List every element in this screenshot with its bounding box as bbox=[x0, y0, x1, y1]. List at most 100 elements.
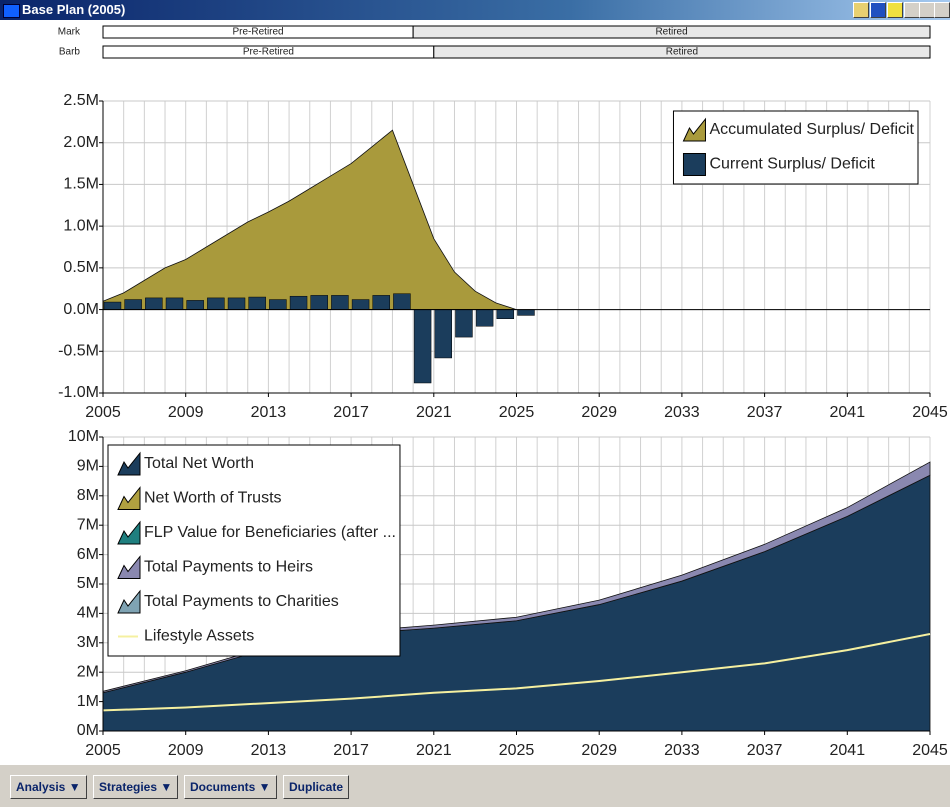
menu-button[interactable]: Documents ▼ bbox=[184, 775, 277, 799]
timeline-label: Retired bbox=[666, 47, 698, 58]
y-tick-label: -0.5M bbox=[58, 343, 99, 360]
bar bbox=[351, 299, 370, 310]
x-tick-label: 2013 bbox=[251, 404, 287, 421]
x-tick-label: 2033 bbox=[664, 742, 700, 759]
x-tick-label: 2041 bbox=[830, 742, 866, 759]
bar bbox=[124, 299, 142, 310]
bar bbox=[165, 297, 184, 310]
y-tick-label: 2.0M bbox=[63, 134, 99, 151]
bar bbox=[372, 295, 390, 310]
y-tick-label: 4M bbox=[77, 605, 99, 622]
bar bbox=[496, 309, 515, 319]
x-tick-label: 2037 bbox=[747, 404, 783, 421]
legend: Total Net Worth Net Worth of Trusts FLP Va… bbox=[107, 444, 401, 657]
x-tick-label: 2041 bbox=[830, 404, 866, 421]
x-tick-label: 2021 bbox=[416, 404, 452, 421]
x-tick-label: 2037 bbox=[747, 742, 783, 759]
y-tick-label: -1.0M bbox=[58, 384, 99, 401]
y-tick-label: 1.5M bbox=[63, 176, 99, 193]
y-tick-label: 5M bbox=[77, 575, 99, 592]
legend-swatch bbox=[117, 486, 141, 510]
y-tick-label: 8M bbox=[77, 487, 99, 504]
legend-label: Total Payments to Heirs bbox=[144, 559, 313, 576]
bar bbox=[393, 293, 411, 310]
legend-swatch bbox=[682, 117, 706, 142]
legend-swatch bbox=[117, 451, 141, 476]
bar bbox=[517, 309, 535, 316]
bar bbox=[269, 299, 287, 310]
timeline-segment bbox=[412, 25, 931, 39]
x-tick-label: 2009 bbox=[168, 742, 204, 759]
timeline-name: Barb bbox=[59, 47, 81, 58]
y-tick-label: 1M bbox=[77, 693, 99, 710]
menu-button[interactable]: Strategies ▼ bbox=[93, 775, 179, 799]
timeline-label: Pre-Retired bbox=[232, 27, 283, 38]
bar bbox=[207, 297, 225, 310]
maximize-button[interactable] bbox=[919, 2, 935, 18]
legend-swatch bbox=[117, 520, 141, 545]
x-tick-label: 2021 bbox=[416, 742, 452, 759]
legend-item: Accumulated Surplus/ Deficit bbox=[682, 117, 915, 142]
y-tick-label: 1.0M bbox=[63, 217, 99, 234]
legend-item: Net Worth of Trusts bbox=[117, 486, 282, 510]
help-icon[interactable] bbox=[887, 2, 903, 18]
y-tick-label: 7M bbox=[77, 516, 99, 533]
timeline-label: Retired bbox=[655, 27, 687, 38]
bar bbox=[103, 301, 122, 310]
title-bar: Base Plan (2005) bbox=[0, 0, 950, 20]
legend-label: Net Worth of Trusts bbox=[144, 490, 282, 507]
tool-icon[interactable] bbox=[853, 2, 869, 18]
y-tick-label: 9M bbox=[77, 458, 99, 475]
bar bbox=[227, 297, 246, 310]
bar bbox=[455, 309, 473, 338]
y-tick-label: 0M bbox=[77, 722, 99, 739]
bar bbox=[413, 309, 432, 384]
legend: Accumulated Surplus/ Deficit Current Surp… bbox=[672, 110, 919, 185]
bar bbox=[145, 297, 163, 310]
legend-box bbox=[672, 110, 919, 185]
legend-box bbox=[107, 444, 401, 657]
bar bbox=[475, 309, 494, 327]
bar bbox=[289, 295, 308, 310]
bar bbox=[331, 295, 349, 310]
x-tick-label: 2029 bbox=[581, 742, 617, 759]
menu-button[interactable]: Analysis ▼ bbox=[10, 775, 87, 799]
legend-label: Total Payments to Charities bbox=[144, 593, 339, 610]
legend-label: FLP Value for Beneficiaries (after ... bbox=[144, 524, 396, 541]
y-tick-label: 6M bbox=[77, 546, 99, 563]
y-tick-label: 10M bbox=[68, 428, 99, 445]
bar bbox=[434, 309, 453, 359]
menu-button[interactable]: Duplicate bbox=[283, 775, 350, 799]
legend-item: Total Payments to Heirs bbox=[117, 555, 313, 579]
bar bbox=[186, 300, 204, 310]
x-tick-label: 2045 bbox=[912, 404, 948, 421]
x-tick-label: 2033 bbox=[664, 404, 700, 421]
legend-item: Current Surplus/ Deficit bbox=[682, 153, 875, 176]
window-title: Base Plan (2005) bbox=[22, 2, 126, 17]
x-tick-label: 2025 bbox=[499, 742, 535, 759]
close-button[interactable] bbox=[934, 2, 950, 18]
y-tick-label: 2M bbox=[77, 663, 99, 680]
legend-label: Lifestyle Assets bbox=[144, 628, 254, 645]
minimize-button[interactable] bbox=[904, 2, 920, 18]
y-tick-label: 0.5M bbox=[63, 259, 99, 276]
legend-label: Accumulated Surplus/ Deficit bbox=[709, 121, 914, 138]
legend-item: Total Net Worth bbox=[117, 451, 254, 476]
folder-icon[interactable] bbox=[870, 2, 886, 18]
legend-item: FLP Value for Beneficiaries (after ... bbox=[117, 520, 396, 545]
legend-swatch bbox=[117, 589, 141, 614]
x-tick-label: 2025 bbox=[499, 404, 535, 421]
x-tick-label: 2017 bbox=[333, 404, 369, 421]
timeline-segment bbox=[433, 45, 931, 59]
line bbox=[102, 632, 931, 712]
legend-item: Lifestyle Assets bbox=[118, 628, 254, 645]
toolbar: Analysis ▼ Strategies ▼ Documents ▼ Duplica… bbox=[0, 765, 950, 807]
x-tick-label: 2017 bbox=[333, 742, 369, 759]
window-icon bbox=[3, 4, 20, 18]
legend-swatch bbox=[682, 153, 706, 176]
x-tick-label: 2005 bbox=[85, 404, 121, 421]
legend-label: Current Surplus/ Deficit bbox=[709, 156, 875, 173]
bar bbox=[310, 295, 328, 310]
timeline-label: Pre-Retired bbox=[243, 47, 294, 58]
